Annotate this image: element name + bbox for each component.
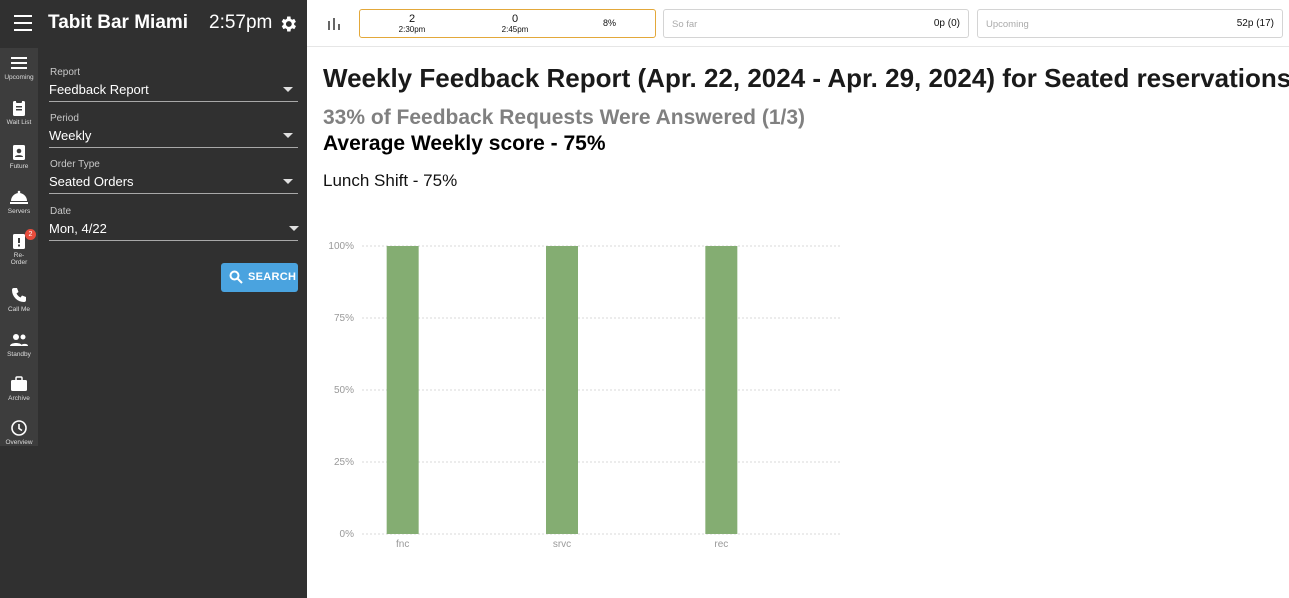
so-far-label: So far	[672, 19, 698, 30]
y-tick-label: 100%	[328, 241, 354, 252]
nav-item-standby[interactable]: Standby	[0, 325, 38, 369]
time-slot: 2 2:30pm	[392, 13, 432, 34]
nav-label: Upcoming	[4, 74, 34, 81]
nav-label: Wait List	[6, 119, 32, 126]
average-score: Average Weekly score - 75%	[323, 132, 606, 155]
nav-label: Re-Order	[10, 252, 28, 266]
upcoming-label: Upcoming	[986, 19, 1029, 30]
app-header: Tabit Bar Miami 2:57pm	[0, 0, 307, 48]
nav-item-call-me[interactable]: Call Me	[0, 280, 38, 324]
period-select[interactable]: Period Weekly	[49, 113, 298, 148]
search-icon	[229, 270, 243, 284]
clipboard-user-icon	[13, 145, 25, 160]
y-tick-label: 25%	[334, 457, 354, 468]
list-icon	[11, 57, 27, 69]
shift-score: Lunch Shift - 75%	[323, 171, 458, 190]
briefcase-icon	[11, 376, 27, 391]
slot-time: 2:45pm	[501, 25, 529, 34]
time-slot-summary[interactable]: 2 2:30pm 0 2:45pm 8%	[359, 9, 656, 38]
date-select-value: Mon, 4/22	[49, 221, 107, 236]
chevron-down-icon	[283, 133, 293, 138]
report-select-label: Report	[50, 67, 81, 78]
chevron-down-icon	[283, 179, 293, 184]
order-type-select[interactable]: Order Type Seated Orders	[49, 159, 298, 194]
people-icon	[10, 334, 28, 346]
so-far-box: So far 0p (0)	[663, 9, 969, 38]
date-select[interactable]: Date Mon, 4/22	[49, 206, 299, 241]
slot-time: 2:30pm	[398, 25, 426, 34]
notification-badge: 2	[25, 229, 36, 240]
gear-icon[interactable]	[278, 14, 298, 34]
nav-item-servers[interactable]: Servers	[0, 182, 38, 226]
report-title: Weekly Feedback Report (Apr. 22, 2024 - …	[323, 63, 1289, 93]
nav-label: Servers	[7, 208, 31, 215]
clock-icon	[11, 420, 27, 436]
clipboard-alert-icon	[13, 234, 25, 249]
cloche-icon	[10, 190, 28, 204]
report-select-value: Feedback Report	[49, 82, 149, 97]
header-divider	[307, 46, 1289, 47]
upcoming-box: Upcoming 52p (17)	[977, 9, 1283, 38]
x-tick-label: srvc	[553, 539, 571, 550]
order-type-select-label: Order Type	[50, 159, 100, 170]
y-tick-label: 75%	[334, 313, 354, 324]
report-select[interactable]: Report Feedback Report	[49, 67, 298, 102]
x-tick-label: rec	[714, 539, 728, 550]
nav-item-re-order[interactable]: 2 Re-Order	[0, 226, 38, 270]
chevron-down-icon	[289, 226, 299, 231]
restaurant-name: Tabit Bar Miami	[48, 12, 189, 33]
bar-rec[interactable]	[705, 246, 738, 534]
chevron-down-icon	[283, 87, 293, 92]
period-select-value: Weekly	[49, 128, 92, 143]
search-button-label: SEARCH	[248, 271, 297, 283]
nav-item-future[interactable]: Future	[0, 137, 38, 181]
bar-srvc[interactable]	[546, 246, 578, 534]
feedback-bar-chart: 0% 25% 50% 75% 100% fnc srvc rec	[328, 241, 840, 550]
slot-percent: 8%	[603, 18, 617, 28]
clipboard-icon	[13, 100, 25, 116]
left-panel: Tabit Bar Miami 2:57pm Upcoming Wait Lis…	[0, 0, 307, 598]
nav-label: Future	[9, 163, 29, 170]
nav-label: Call Me	[7, 306, 31, 313]
y-tick-label: 50%	[334, 385, 354, 396]
period-select-label: Period	[50, 113, 79, 124]
answered-summary: 33% of Feedback Requests Were Answered (…	[323, 106, 806, 129]
nav-label: Archive	[8, 395, 30, 402]
hamburger-menu-icon[interactable]	[14, 15, 34, 33]
nav-item-archive[interactable]: Archive	[0, 369, 38, 413]
current-time: 2:57pm	[209, 12, 273, 33]
slot-count: 2	[408, 13, 416, 25]
nav-rail: Upcoming Wait List Future Servers 2 Re-O…	[0, 48, 38, 446]
y-tick-label: 0%	[340, 529, 355, 540]
nav-label: Overview	[5, 439, 33, 446]
date-select-label: Date	[50, 206, 72, 217]
order-type-select-value: Seated Orders	[49, 174, 134, 189]
upcoming-value: 52p (17)	[1236, 18, 1274, 29]
so-far-value: 0p (0)	[933, 18, 960, 29]
search-button[interactable]: SEARCH	[221, 263, 298, 292]
phone-icon	[12, 288, 26, 302]
bar-chart-icon[interactable]	[326, 16, 342, 32]
nav-item-overview[interactable]: Overview	[0, 413, 38, 457]
bar-fnc[interactable]	[386, 246, 419, 534]
nav-label: Standby	[7, 351, 31, 358]
slot-count: 0	[511, 13, 519, 25]
time-slot: 0 2:45pm	[495, 13, 535, 34]
nav-item-upcoming[interactable]: Upcoming	[0, 48, 38, 92]
nav-item-wait-list[interactable]: Wait List	[0, 93, 38, 137]
x-tick-label: fnc	[396, 539, 409, 550]
